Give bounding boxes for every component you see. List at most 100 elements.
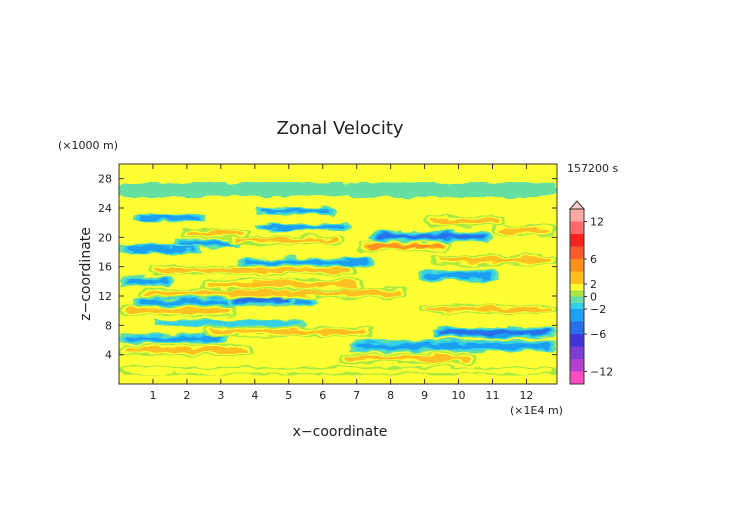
band-shell [261, 225, 344, 229]
band-shell [146, 290, 401, 296]
velocity-band [417, 269, 500, 282]
x-axis: 1 2 3 4 5 6 7 8 9 10 11 12 [149, 164, 533, 402]
colorbar-tick-label: −6 [590, 328, 606, 341]
colorbar-swatch [570, 284, 584, 291]
velocity-band [173, 238, 242, 248]
band-shell [125, 308, 232, 313]
velocity-band [356, 241, 452, 252]
band-shell [364, 244, 444, 248]
velocity-band [339, 353, 476, 364]
colorbar-tick-label: −12 [590, 366, 613, 379]
y-axis: 4 8 12 16 20 24 28 [98, 173, 557, 362]
colorbar-tick-label: 12 [590, 216, 604, 229]
colorbar-tick-label: 0 [590, 291, 597, 304]
y-tick-label: 16 [98, 261, 112, 274]
band-shell [186, 230, 242, 235]
colorbar-swatch [570, 371, 584, 384]
x-tick-label: 10 [452, 389, 466, 402]
colorbar: −12 −6 −202 6 12 [568, 200, 613, 385]
band-shell [234, 238, 337, 243]
y-tick-label: 8 [105, 319, 112, 332]
velocity-band [146, 265, 357, 275]
colorbar-swatch [570, 296, 584, 303]
x-tick-label: 1 [149, 389, 156, 402]
velocity-band [119, 366, 557, 376]
chart-title: Zonal Velocity [276, 118, 403, 139]
colorbar-swatch [570, 234, 584, 247]
velocity-band [119, 276, 174, 286]
band-shell [244, 260, 367, 265]
y-tick-label: 24 [98, 202, 112, 215]
colorbar-extend-arrow [568, 200, 586, 210]
velocity-band [119, 345, 255, 356]
velocity-band [132, 214, 208, 222]
y-tick-label: 4 [105, 349, 112, 362]
velocity-band [370, 231, 493, 242]
band-shell [235, 297, 288, 302]
velocity-band [492, 225, 557, 236]
y-axis-label: z−coordinate [78, 227, 94, 321]
colorbar-tick-label: −2 [590, 303, 606, 316]
x-tick-label: 11 [485, 389, 499, 402]
y-tick-label: 28 [98, 173, 112, 186]
colorbar-swatch [570, 321, 584, 334]
colorbar-swatch [570, 290, 584, 297]
band-shell [119, 182, 557, 197]
band-shell [152, 268, 351, 273]
velocity-band [119, 305, 238, 316]
colorbar-swatch [570, 309, 584, 322]
colorbar-tick-label: 2 [590, 278, 597, 291]
colorbar-swatch [570, 271, 584, 284]
velocity-band [203, 326, 374, 338]
band-shell [261, 209, 330, 213]
velocity-band [152, 319, 306, 327]
x-tick-label: 7 [353, 389, 360, 402]
plot-frame [118, 163, 558, 385]
y-tick-label: 20 [98, 231, 112, 244]
velocity-band [431, 254, 557, 266]
velocity-band [424, 216, 507, 227]
x-axis-label: x−coordinate [293, 424, 388, 440]
velocity-band [417, 304, 557, 314]
band-shell [125, 247, 194, 252]
band-shell [424, 272, 493, 279]
colorbar-swatch [570, 221, 584, 234]
band-shell [210, 329, 367, 335]
band-shell [499, 228, 551, 234]
x-tick-label: 6 [319, 389, 326, 402]
colorbar-swatch [570, 334, 584, 347]
colorbar-swatch [570, 359, 584, 372]
band-shell [179, 241, 235, 246]
velocity-band [119, 333, 228, 344]
x-tick-label: 5 [285, 389, 292, 402]
band-shell [378, 234, 485, 239]
x-tick-label: 9 [421, 389, 428, 402]
band-shell [157, 320, 302, 326]
velocity-band [254, 223, 350, 231]
velocity-band [180, 228, 249, 238]
colorbar-swatch [570, 209, 584, 222]
band-shell [125, 279, 167, 284]
band-shell [207, 281, 357, 287]
velocity-bands [119, 182, 557, 376]
band-shell [438, 257, 551, 263]
band-shell [439, 330, 550, 335]
x-tick-label: 3 [217, 389, 224, 402]
y-unit-label: (×1000 m) [58, 139, 118, 152]
band-shell [123, 368, 553, 374]
velocity-band [237, 257, 374, 267]
band-shell [424, 307, 551, 312]
velocity-band [254, 207, 337, 215]
velocity-band [349, 340, 557, 352]
velocity-band [200, 278, 364, 291]
band-shell [139, 216, 201, 220]
colorbar-tick-label: 6 [590, 253, 597, 266]
band-shell [125, 347, 249, 353]
x-unit-label: (×1E4 m) [510, 404, 563, 417]
velocity-band [119, 182, 557, 197]
colorbar-swatch [570, 259, 584, 272]
x-tick-label: 4 [251, 389, 258, 402]
band-shell [346, 356, 469, 361]
y-tick-label: 12 [98, 290, 112, 303]
